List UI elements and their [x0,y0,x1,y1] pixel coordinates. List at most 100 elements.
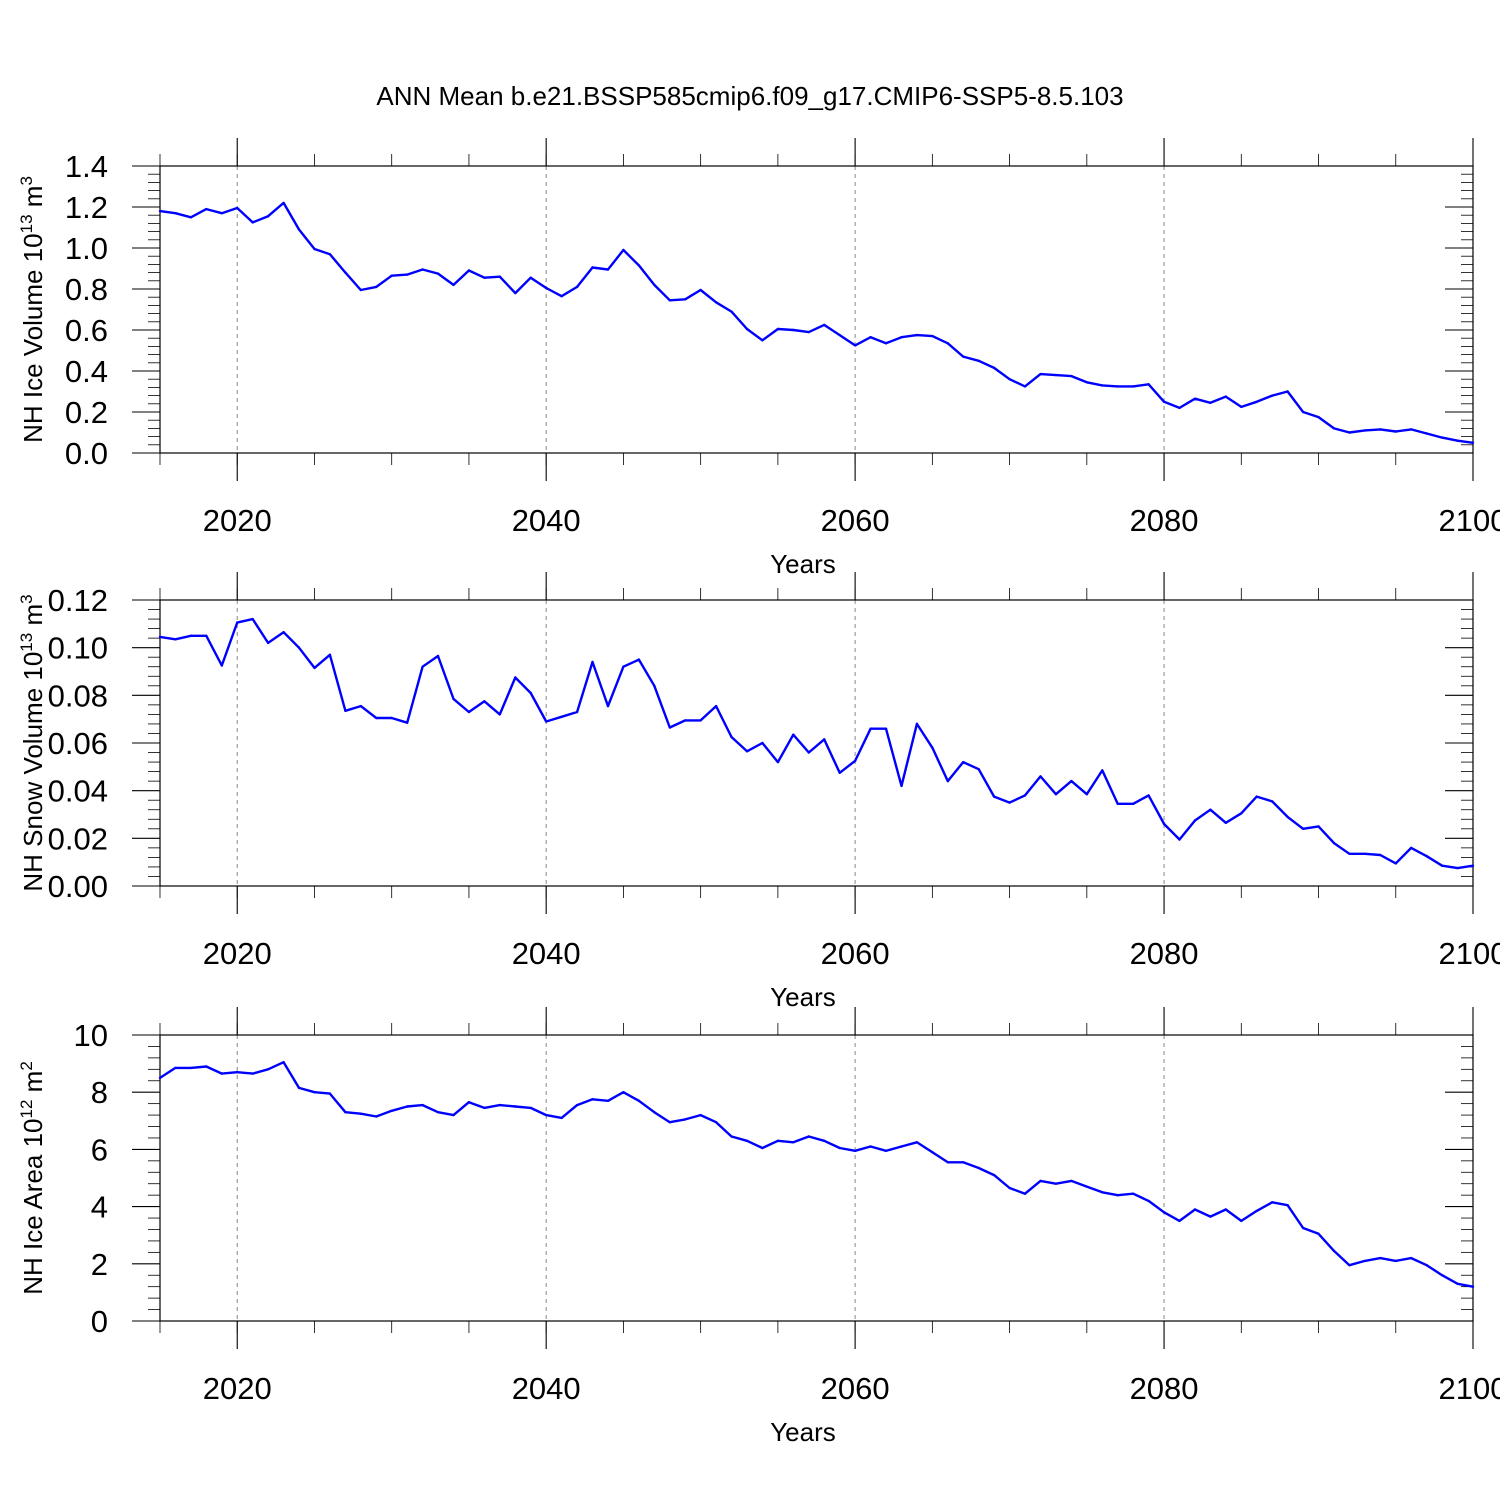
data-point [823,738,826,741]
data-point [1471,864,1475,867]
y-tick-label: 0.02 [48,821,108,856]
data-point [1348,1264,1351,1267]
data-point [838,333,841,337]
data-point [1394,430,1398,433]
data-point [684,1118,687,1121]
data-point [189,1066,193,1070]
data-point [1301,1226,1305,1230]
data-point [1023,385,1027,388]
data-point [730,310,733,313]
data-point [992,1173,996,1177]
data-point [560,715,563,718]
data-point [436,272,440,275]
x-tick-label: 2100 [1439,503,1500,538]
data-point [390,1109,393,1113]
y-axis-label: NH Snow Volume 1013 m3 [17,594,48,891]
data-point [853,344,857,347]
data-point [823,323,826,327]
data-point [776,1139,780,1143]
data-point [946,779,949,783]
data-point [869,727,872,730]
data-point [436,1111,440,1114]
data-point [575,285,579,289]
data-point [853,759,857,763]
data-point [1286,390,1289,393]
data-point [730,1135,733,1138]
y-tick-label: 6 [91,1132,108,1167]
x-axis-label: Years [770,1417,836,1447]
data-point [1101,384,1104,387]
y-axis-label-unit-exponent: 3 [17,176,36,185]
data-point [1301,827,1305,830]
data-point [591,1098,594,1101]
data-point [452,697,455,701]
data-point [915,333,919,337]
data-point [792,1141,795,1144]
data-point [838,771,841,774]
data-point [977,359,980,362]
data-point [668,299,671,302]
x-axis-label: Years [770,982,836,1012]
data-point [174,212,177,215]
data-point [158,209,162,213]
data-point [1271,1201,1274,1204]
data-point [1255,795,1258,798]
data-point [946,1161,949,1164]
data-point [313,1091,316,1094]
data-point [915,1141,919,1144]
data-point [1147,383,1150,386]
data-point [344,1111,347,1114]
x-tick-label: 2080 [1130,936,1199,971]
data-point [653,1111,656,1114]
y-tick-label: 1.0 [65,231,108,266]
data-point [158,635,162,639]
y-tick-label: 8 [91,1075,108,1110]
data-point [1456,866,1459,870]
y-axis-label: NH Ice Volume 1013 m3 [17,176,48,443]
data-point [483,276,486,279]
data-point [529,276,532,279]
x-tick-label: 2020 [203,936,272,971]
data-point [1255,1209,1258,1213]
data-point [931,334,934,338]
x-tick-label: 2060 [821,1371,890,1406]
data-point [1456,1282,1459,1286]
data-point [1317,1232,1320,1236]
y-tick-label: 10 [74,1018,108,1053]
data-point [900,336,903,339]
data-point [962,760,965,764]
data-point [282,201,285,205]
data-point [1023,794,1027,797]
chart-panels: 2020 2040 2060 2080 21000.00.20.40.60.81.01.… [17,138,1500,1447]
chart-panel-3: 2020 2040 2060 2080 2100 0 2 4 6 8 10 Years NH Ice A… [17,1007,1500,1447]
data-point [1116,385,1119,388]
data-point [1132,802,1135,805]
data-point [1162,400,1166,403]
data-point [1317,415,1320,419]
data-point [236,206,239,210]
data-point [1224,1208,1228,1211]
data-point [1410,428,1413,431]
data-point [1240,405,1243,409]
x-tick-label: 2020 [203,503,272,538]
data-point [1224,821,1228,824]
data-point [714,704,718,708]
data-point [622,248,625,252]
data-point [1039,1179,1042,1183]
x-tick-label: 2080 [1130,503,1199,538]
data-point [1070,1179,1073,1183]
x-tick-label: 2080 [1130,1371,1199,1406]
data-point [1132,1192,1135,1195]
y-tick-label: 0 [91,1304,108,1339]
data-point [807,330,810,334]
data-point [545,720,548,723]
data-point [637,264,641,267]
data-point [884,1149,888,1153]
data-point [1008,801,1011,804]
x-tick-label: 2020 [203,1371,272,1406]
y-tick-label: 0.0 [65,436,108,471]
y-axis-label-text: NH Ice Area 10 [18,1118,48,1294]
data-point [328,253,332,256]
data-point [1008,1186,1011,1190]
y-tick-label: 0.10 [48,631,108,666]
